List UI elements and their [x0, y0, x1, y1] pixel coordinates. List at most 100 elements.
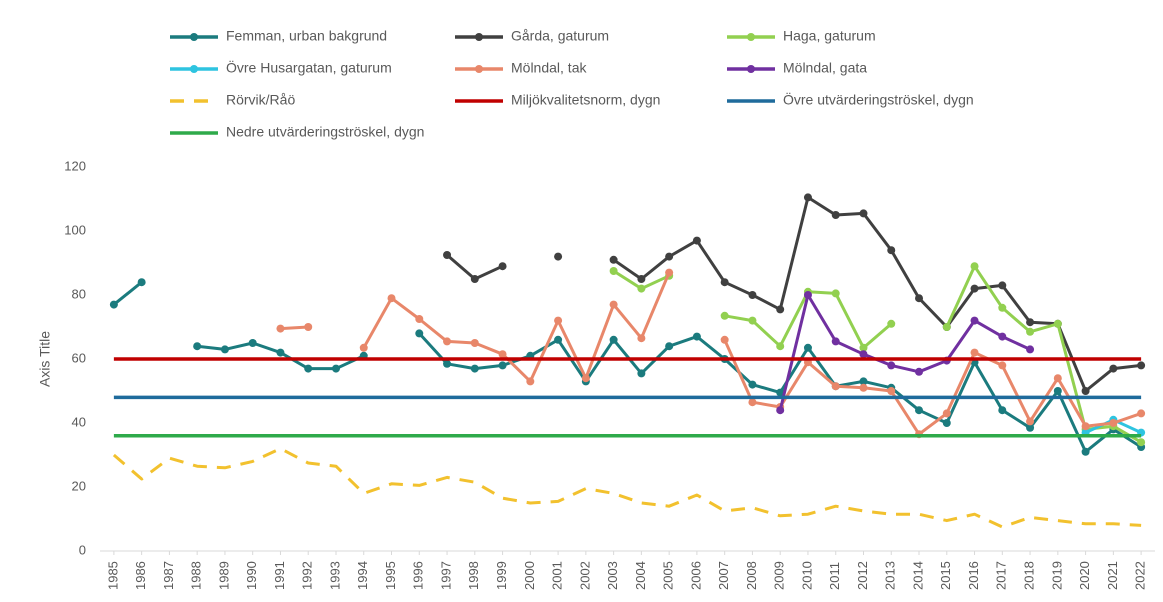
x-tick-label: 1997 — [438, 561, 453, 590]
y-tick-label: 0 — [79, 542, 86, 557]
x-tick-label: 1996 — [411, 561, 426, 590]
series-marker — [720, 278, 729, 287]
x-tick-label: 2018 — [1022, 561, 1037, 590]
x-tick-label: 1986 — [133, 561, 148, 590]
series-marker — [1026, 318, 1035, 327]
legend-marker — [190, 65, 198, 73]
x-tick-label: 2016 — [966, 561, 981, 590]
series-marker — [554, 316, 563, 325]
x-tick-label: 1987 — [161, 561, 176, 590]
series-marker — [970, 262, 979, 271]
series-marker — [637, 369, 646, 378]
x-tick-label: 2012 — [855, 561, 870, 590]
series-line — [778, 293, 1031, 411]
series-marker — [1081, 447, 1090, 456]
x-tick-label: 1994 — [355, 561, 370, 590]
x-tick-label: 1992 — [300, 561, 315, 590]
y-axis-title: Axis Title — [37, 331, 53, 387]
series-marker — [887, 387, 896, 395]
series-marker — [748, 291, 757, 299]
series-marker — [915, 294, 924, 303]
series-marker — [776, 388, 785, 397]
series-marker — [1026, 423, 1035, 432]
x-tick-label: 2002 — [577, 561, 592, 590]
series-marker — [831, 382, 840, 391]
legend-label: Miljökvalitetsnorm, dygn — [511, 92, 660, 108]
x-tick-label: 2010 — [799, 561, 814, 590]
series-marker — [609, 300, 618, 309]
legend-marker — [475, 65, 483, 73]
series-marker — [970, 284, 979, 293]
y-tick-label: 120 — [64, 158, 86, 173]
x-tick-label: 2009 — [772, 561, 787, 590]
series-marker — [1053, 374, 1062, 383]
series-marker — [831, 289, 840, 298]
legend-label: Femman, urban bakgrund — [226, 28, 387, 44]
series-marker — [776, 342, 785, 351]
series-marker — [1026, 345, 1035, 354]
x-tick-label: 2003 — [605, 561, 620, 590]
series-marker — [942, 419, 951, 427]
series-marker — [998, 332, 1007, 341]
series-marker — [443, 251, 452, 259]
x-tick-label: 2022 — [1133, 561, 1148, 590]
x-tick-label: 2006 — [688, 561, 703, 590]
series-marker — [637, 284, 646, 293]
legend-marker — [747, 33, 755, 41]
legend-marker — [475, 33, 483, 41]
x-tick-label: 2013 — [883, 561, 898, 590]
series-marker — [665, 268, 674, 277]
series-marker — [748, 316, 757, 325]
series-marker — [443, 359, 452, 368]
x-tick-label: 1989 — [216, 561, 231, 590]
series-marker — [276, 348, 285, 357]
series-marker — [803, 291, 812, 299]
series-marker — [1081, 387, 1090, 395]
series-marker — [137, 278, 146, 287]
y-tick-label: 40 — [72, 414, 86, 429]
y-tick-label: 100 — [64, 222, 86, 237]
series-marker — [637, 334, 646, 343]
legend-label: Mölndal, tak — [511, 60, 587, 76]
series-marker — [1053, 319, 1062, 328]
series-marker — [415, 329, 424, 338]
series-marker — [776, 305, 785, 314]
series-marker — [665, 252, 674, 261]
x-tick-label: 1985 — [105, 561, 120, 590]
series-marker — [720, 335, 729, 344]
series-marker — [304, 323, 313, 331]
series-marker — [1137, 438, 1146, 447]
series-marker — [498, 350, 507, 359]
series-marker — [887, 246, 896, 255]
series-marker — [859, 350, 868, 359]
series-marker — [1026, 327, 1035, 336]
x-tick-label: 2020 — [1077, 561, 1092, 590]
series-marker — [387, 294, 396, 303]
series-marker — [1026, 417, 1035, 426]
x-tick-label: 2015 — [938, 561, 953, 590]
x-tick-label: 2004 — [633, 561, 648, 590]
series-marker — [998, 361, 1007, 370]
series-marker — [470, 339, 479, 347]
series-marker — [998, 281, 1007, 290]
x-tick-label: 2000 — [522, 561, 537, 590]
series-marker — [359, 343, 368, 352]
series-marker — [1081, 422, 1090, 431]
series-marker — [609, 267, 618, 275]
series-marker — [1137, 409, 1146, 418]
series-marker — [970, 316, 979, 325]
series-marker — [1109, 419, 1118, 427]
x-tick-label: 1991 — [272, 561, 287, 590]
series-marker — [609, 255, 618, 264]
series-marker — [776, 406, 785, 415]
legend-label: Rörvik/Råö — [226, 92, 295, 108]
y-tick-label: 60 — [72, 350, 86, 365]
series-marker — [998, 406, 1007, 415]
x-tick-label: 2011 — [827, 562, 842, 590]
series-marker — [915, 367, 924, 376]
x-tick-label: 2017 — [994, 561, 1009, 590]
series-marker — [498, 361, 507, 370]
series-marker — [443, 337, 452, 346]
